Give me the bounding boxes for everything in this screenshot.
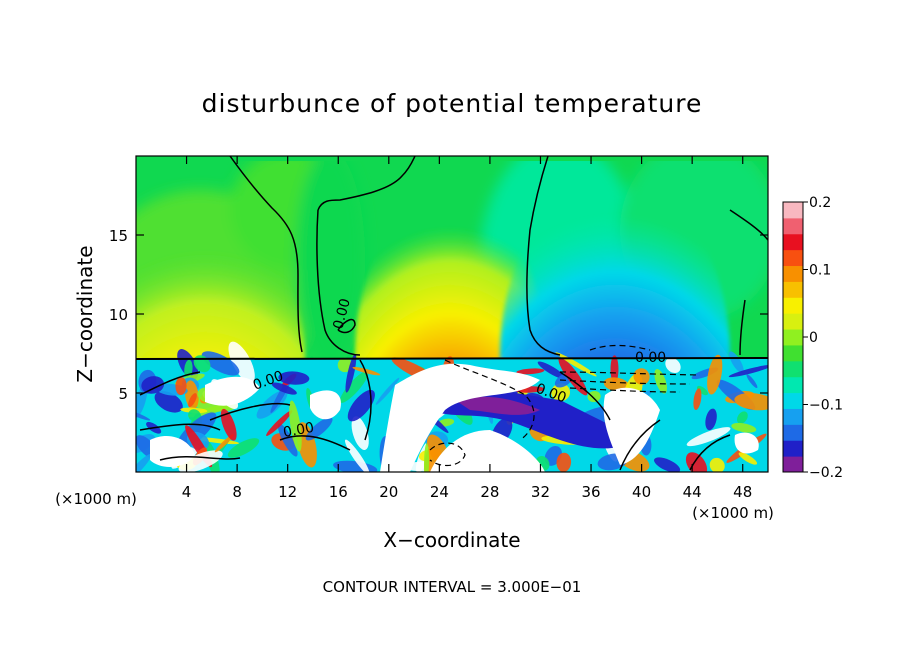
colorbar-band [783, 376, 803, 394]
y-axis-label: Z−coordinate [73, 245, 97, 382]
colorbar-band [783, 360, 803, 378]
y-tick-label: 10 [109, 306, 128, 324]
chart-title: disturbunce of potential temperature [202, 89, 703, 118]
colorbar-band [783, 313, 803, 330]
svg-text:0.00: 0.00 [282, 420, 315, 441]
x-tick-label: 40 [632, 483, 651, 501]
contour-lines [139, 156, 768, 471]
colorbar-band [783, 297, 803, 314]
x-tick-label: 32 [531, 483, 550, 501]
x-tick-label: 28 [480, 483, 499, 501]
dashed-contours [429, 344, 701, 466]
x-tick-label: 20 [379, 483, 398, 501]
contour-interval: CONTOUR INTERVAL = 3.000E−01 [323, 578, 582, 596]
colorbar-band [783, 344, 803, 362]
svg-text:0.00: 0.00 [330, 297, 354, 331]
colorbar-band [783, 249, 803, 267]
colorbar-band [783, 202, 803, 219]
colorbar-band [783, 329, 803, 346]
x-tick-label: 4 [182, 483, 192, 501]
colorbar-tick-label: 0 [809, 330, 818, 346]
colorbar-band [783, 233, 803, 251]
y-axis: 5 10 15 [109, 227, 768, 403]
colorbar-band [783, 408, 803, 425]
x-unit-right: (×1000 m) [692, 504, 774, 522]
colorbar-band [783, 440, 803, 457]
x-tick-label: 48 [733, 483, 752, 501]
x-tick-label: 16 [329, 483, 348, 501]
y-tick-label: 15 [109, 227, 128, 245]
x-tick-label: 8 [232, 483, 242, 501]
plot-area: 0.00 0.00 0.00 0.00 0.00 [136, 156, 768, 472]
colorbar-tick-label: −0.2 [809, 465, 843, 481]
lower-layer [136, 341, 768, 472]
y-tick-label: 5 [118, 385, 128, 403]
colorbar-tick-label: −0.1 [809, 398, 843, 414]
x-tick-label: 36 [581, 483, 600, 501]
x-unit-left: (×1000 m) [55, 490, 137, 508]
x-tick-label: 44 [683, 483, 702, 501]
colorbar-band [783, 217, 803, 235]
colorbar-tick-label: 0.2 [809, 195, 831, 211]
svg-text:0.00: 0.00 [635, 350, 666, 366]
x-axis: 4 8 12 16 20 24 28 32 36 40 44 48 [182, 156, 752, 501]
x-tick-label: 24 [430, 483, 449, 501]
x-axis-label: X−coordinate [383, 528, 520, 552]
colorbar-tick-label: 0.1 [809, 263, 831, 279]
x-tick-label: 12 [278, 483, 297, 501]
colorbar-band [783, 265, 803, 282]
colorbar-band [783, 281, 803, 298]
colorbar-band [783, 456, 803, 473]
colorbar-band [783, 392, 803, 409]
colorbar-band [783, 424, 803, 441]
colorbar: −0.2 −0.1 0 0.1 0.2 [782, 195, 843, 481]
